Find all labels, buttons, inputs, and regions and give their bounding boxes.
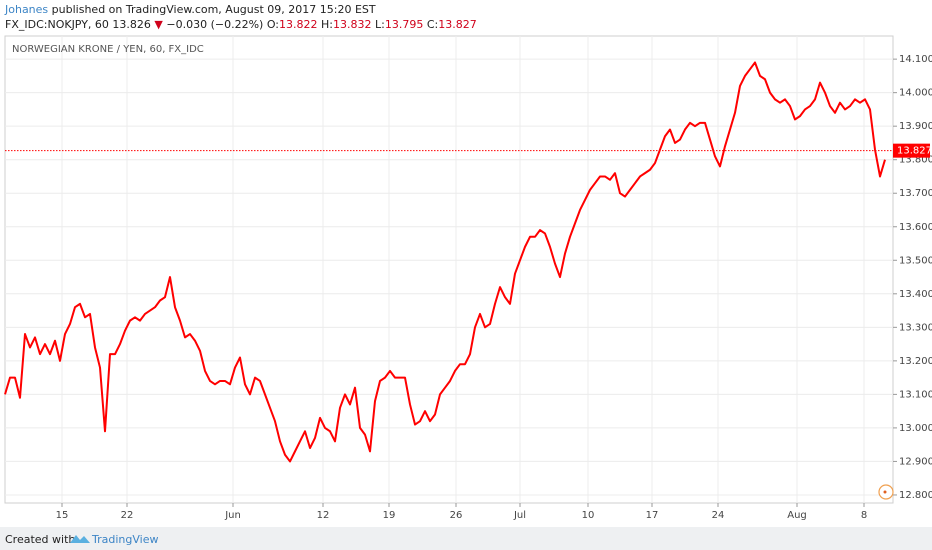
icon-dot [883,490,887,494]
high: 13.832 [333,18,372,31]
y-tick-label: 14.100 [899,54,932,65]
x-tick-label: 8 [861,510,867,521]
plot-frame [4,35,894,504]
x-tick-label: 10 [582,510,595,521]
y-tick-label: 13.800 [899,155,932,166]
x-tick-label: 15 [56,510,69,521]
y-tick-label: 13.500 [899,255,932,266]
price: 13.826 [112,18,151,31]
arrow: ▼ [154,18,163,31]
change: −0.030 (−0.22%) [166,18,263,31]
y-tick-label: 13.000 [899,423,932,434]
x-tick-label: 26 [450,510,463,521]
x-tick-label: 19 [383,510,396,521]
y-tick-label: 13.300 [899,322,932,333]
header-line-2: FX_IDC:NOKJPY, 60 13.826 ▼ −0.030 (−0.22… [5,18,477,31]
y-tick-label: 12.900 [899,456,932,467]
footer-brand[interactable]: TradingView [91,533,158,546]
x-tick-label: 17 [646,510,659,521]
close: 13.827 [438,18,477,31]
low-label: L: [375,18,385,31]
x-tick-label: 22 [121,510,134,521]
published: published on TradingView.com, August 09,… [52,3,376,16]
low: 13.795 [385,18,424,31]
x-tick-label: 12 [317,510,330,521]
y-tick-label: 13.600 [899,222,932,233]
author[interactable]: Johanes [4,3,48,16]
y-tick-label: 13.700 [899,188,932,199]
high-label: H: [321,18,333,31]
x-tick-label: Aug [787,510,807,521]
price-line [4,61,886,463]
open: 13.822 [279,18,318,31]
close-label: C: [427,18,438,31]
y-tick-label: 13.200 [899,356,932,367]
y-tick-label: 12.800 [899,490,932,501]
x-tick-label: Jul [513,510,526,521]
y-tick-label: 14.000 [899,88,932,99]
header-line-1: Johanes published on TradingView.com, Au… [4,3,376,16]
footer-created: Created with [5,533,75,546]
x-tick-label: Jun [224,510,241,521]
brand-logo[interactable] [70,535,90,543]
last-price-label: 13.827 [897,146,932,157]
symbol: FX_IDC:NOKJPY, 60 [5,18,109,31]
y-tick-label: 13.100 [899,389,932,400]
open-label: O: [267,18,279,31]
chart-title: NORWEGIAN KRONE / YEN, 60, FX_IDC [12,44,204,55]
y-tick-label: 13.900 [899,121,932,132]
footer [0,527,932,550]
x-tick-label: 24 [712,510,725,521]
last-price-box [893,143,930,158]
y-tick-label: 13.400 [899,289,932,300]
